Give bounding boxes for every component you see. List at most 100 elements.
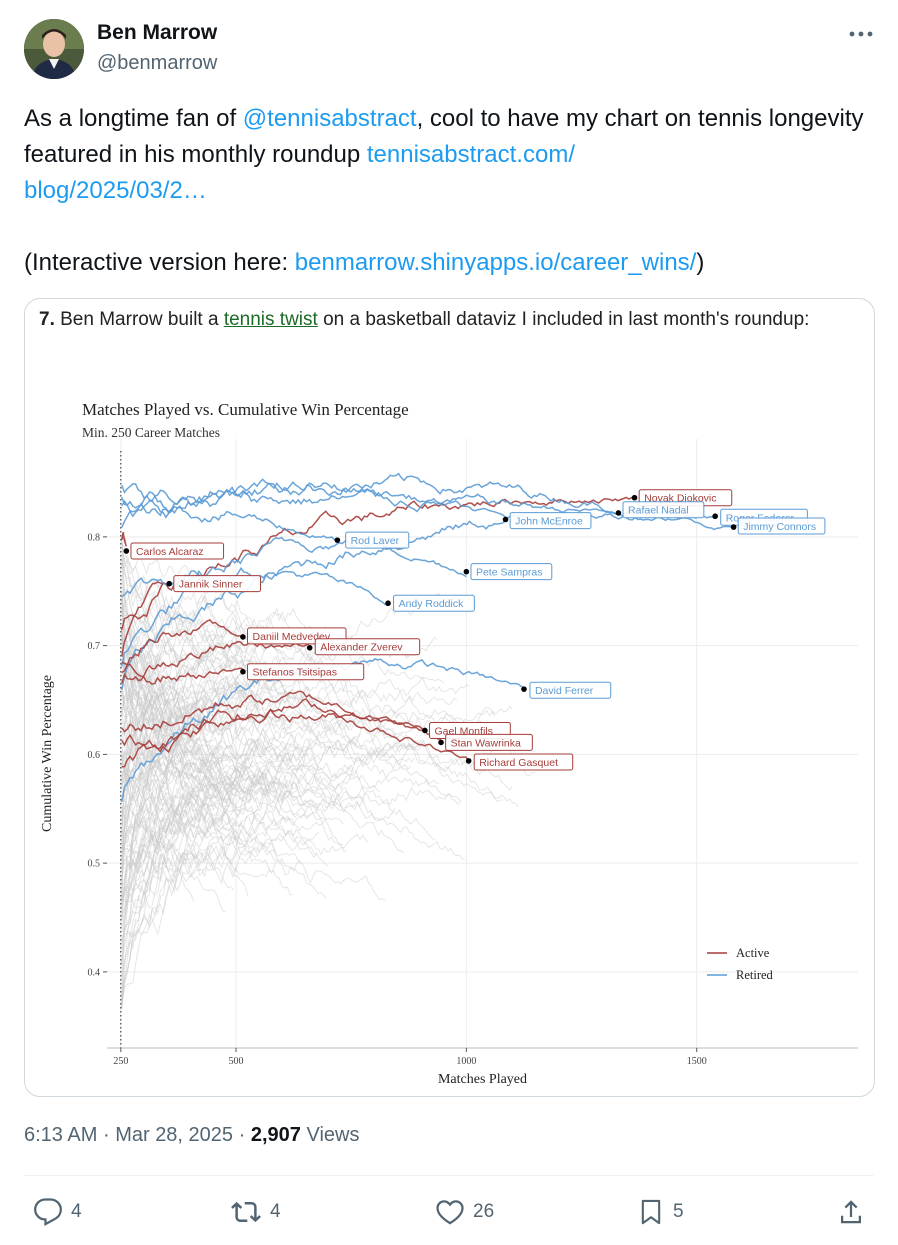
player-label: Richard Gasquet [479,757,558,769]
player-label: John McEnroe [515,516,583,528]
mention-link[interactable]: @tennisabstract [242,105,417,132]
x-tick-label: 250 [113,1056,128,1067]
shinyapps-link[interactable]: benmarrow.shinyapps.io/career_wins/ [294,249,697,276]
other-player-line [121,705,513,943]
blog-link-part[interactable]: blog/2025/03/2… [24,177,207,204]
bookmark-icon [641,1199,661,1225]
player-endpoint [385,600,391,607]
other-player-line [121,682,509,773]
other-player-line [121,650,152,900]
other-player-line [121,676,176,894]
other-player-line [121,635,198,798]
other-player-line [121,591,194,822]
other-player-line [121,632,201,871]
other-player-line [121,713,343,846]
other-player-line [121,649,276,798]
tweet-text-segment: ) [696,249,705,276]
x-tick-label: 1000 [456,1056,476,1067]
player-endpoint [615,510,622,516]
blog-link-part[interactable]: tennisabstract.com/ [366,141,575,168]
player-endpoint [730,524,737,530]
author-name[interactable]: Ben Marrow [97,21,218,44]
other-player-line [121,628,165,848]
win-percentage-chart: Matches Played vs. Cumulative Win Percen… [40,400,858,1087]
player-label: Andy Roddick [399,598,465,610]
other-player-line [121,599,412,770]
other-player-line [121,827,386,902]
other-player-line [121,758,234,833]
repost-count: 4 [270,1201,281,1222]
other-player-line [121,737,221,789]
player-label-box [393,594,475,612]
other-player-line [121,810,301,875]
other-player-line [121,682,232,808]
other-player-line [121,544,169,782]
y-tick-label: 0.7 [88,641,101,652]
bookmark-count: 5 [673,1201,684,1222]
y-tick-label: 0.8 [88,532,101,543]
divider [24,1175,874,1176]
other-player-line [121,646,214,840]
player-line [120,536,467,667]
other-player-line [121,778,226,913]
reply-button[interactable]: 4 [33,1192,82,1232]
highlighted-player-lines [120,472,734,803]
other-player-line [121,714,343,917]
other-player-line [121,648,215,785]
other-player-line [121,629,291,821]
axes: 0.4 0.5 0.6 0.7 0.8 250 500 1000 1500 [88,532,858,1067]
share-icon [841,1200,861,1224]
other-player-line [121,742,310,1005]
player-label: Jannik Sinner [179,579,243,591]
other-player-line [121,673,273,861]
player-label-box [314,638,421,656]
other-player-line [121,799,260,887]
other-player-line [121,694,461,805]
other-player-line [121,608,317,856]
reply-icon [34,1198,62,1227]
other-player-line [121,657,260,742]
legend-label: Active [736,946,770,960]
other-player-line [121,755,195,902]
like-button[interactable]: 26 [435,1192,494,1232]
other-player-line [121,740,272,906]
player-line [121,661,244,685]
views-count: 2,907 [250,1124,301,1146]
bookmark-button[interactable]: 5 [637,1192,684,1232]
legend-label: Retired [736,968,774,982]
blog-link[interactable]: tennisabstract.com/blog/2025/03/2… [24,141,575,204]
avatar[interactable] [24,19,84,79]
author-handle[interactable]: @benmarrow [97,52,218,74]
player-label-box [470,563,553,581]
date[interactable]: Mar 28, 2025 [115,1124,234,1146]
other-player-line [121,753,269,1008]
other-player-line [121,712,302,921]
other-player-line [121,628,385,758]
other-player-line [121,755,173,827]
more-options-icon[interactable] [846,22,876,46]
chart-subtitle: Min. 250 Career Matches [82,425,220,440]
chart-title: Matches Played vs. Cumulative Win Percen… [82,400,409,419]
player-endpoint [502,516,509,523]
player-line [121,708,470,761]
other-player-line [121,691,458,966]
other-player-line [121,625,288,692]
player-endpoint [240,634,246,640]
other-player-line [121,788,229,906]
player-line [120,483,338,541]
other-player-line [121,796,244,902]
player-line [121,698,441,768]
time[interactable]: 6:13 AM [24,1124,98,1146]
media-card[interactable]: 7. Ben Marrow built a tennis twist on a … [24,298,875,1097]
player-label: Alexander Zverev [320,642,403,654]
player-endpoint [463,568,470,575]
player-endpoint [521,686,527,692]
other-player-line [121,559,255,667]
other-player-line [121,700,211,748]
other-player-line [121,664,248,1009]
player-line [120,512,716,691]
repost-button[interactable]: 4 [230,1192,281,1232]
share-button[interactable] [836,1192,866,1232]
y-tick-label: 0.6 [88,750,101,761]
tweet-timestamp[interactable]: 6:13 AM · Mar 28, 2025 · 2,907 Views [24,1124,359,1147]
